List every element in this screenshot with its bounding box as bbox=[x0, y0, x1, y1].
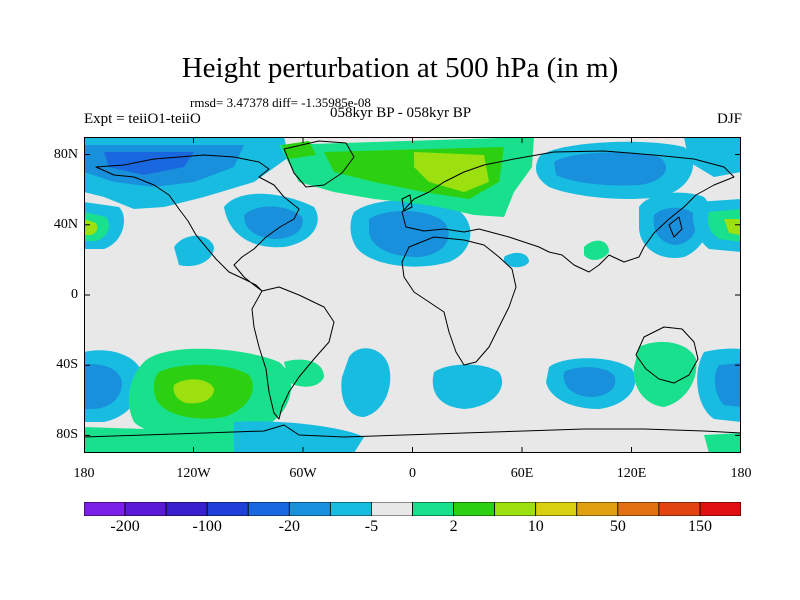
contour-blue-region bbox=[714, 363, 741, 407]
coastline-australia bbox=[635, 326, 699, 384]
colorbar-swatch bbox=[84, 502, 126, 516]
colorbar-swatch bbox=[165, 502, 208, 516]
stats-subtitle: rmsd= 3.47378 diff= -1.35985e-08 bbox=[190, 95, 371, 110]
lat-tick-label: 80S bbox=[56, 427, 78, 443]
contour-green-region bbox=[84, 219, 98, 235]
contour-green-region bbox=[724, 219, 741, 235]
colorbar-label: 10 bbox=[527, 518, 544, 535]
contour-blue-region bbox=[244, 206, 303, 239]
contour-blue-region bbox=[234, 421, 364, 453]
contour-blue-region bbox=[369, 211, 449, 257]
colorbar-swatch bbox=[494, 502, 537, 516]
contour-blue-region bbox=[341, 348, 391, 417]
colorbar-swatch bbox=[371, 502, 413, 516]
lon-tick-label: 60E bbox=[510, 466, 534, 481]
contour-blue-region bbox=[684, 137, 741, 177]
map-tick-marks bbox=[84, 137, 741, 453]
colorbar-swatch bbox=[206, 502, 249, 516]
map-panel bbox=[84, 137, 741, 453]
colorbar-swatch bbox=[124, 502, 167, 516]
lon-tick-label: 0 bbox=[409, 466, 416, 481]
contour-blue-region bbox=[174, 235, 214, 267]
contour-blue-region bbox=[563, 367, 616, 397]
lon-tick-label: 60W bbox=[289, 466, 317, 481]
coastlines bbox=[84, 140, 741, 438]
coastline-greenland bbox=[283, 140, 355, 188]
contour-blue-region bbox=[554, 152, 667, 186]
contour-blue-region bbox=[653, 207, 697, 245]
period-label: 058kyr BP - 058kyr BP bbox=[330, 105, 472, 121]
coastline-north-america bbox=[95, 154, 300, 292]
lat-tick-label: 40N bbox=[53, 216, 78, 232]
lat-tick-label: 40S bbox=[56, 357, 78, 373]
colorbar-swatch bbox=[576, 502, 619, 516]
colorbar-label: -100 bbox=[192, 518, 222, 535]
colorbar-label: 50 bbox=[609, 518, 626, 535]
contour-green-region bbox=[414, 152, 489, 192]
coastline-eurasia bbox=[401, 150, 735, 273]
lat-tick-label: 0 bbox=[71, 287, 78, 302]
colorbar-swatch bbox=[658, 502, 701, 516]
experiment-label: Expt = teiiO1-teiiO bbox=[84, 111, 201, 127]
lon-tick-label: 120E bbox=[616, 466, 647, 481]
coastline-japan bbox=[668, 216, 683, 238]
colorbar-label: -5 bbox=[364, 518, 379, 535]
coastline-antarctica bbox=[84, 424, 741, 438]
colorbar bbox=[84, 502, 741, 516]
contour-fields bbox=[84, 137, 741, 453]
contour-green-region bbox=[282, 141, 316, 159]
colorbar-swatch bbox=[617, 502, 660, 516]
colorbar-swatch bbox=[288, 502, 331, 516]
coastline-uk bbox=[401, 194, 413, 212]
colorbar-label: 2 bbox=[449, 518, 458, 535]
lat-tick-label: 80N bbox=[53, 146, 78, 162]
colorbar-swatch bbox=[412, 502, 454, 516]
colorbar-label: 150 bbox=[687, 518, 712, 535]
colorbar-swatch bbox=[453, 502, 496, 516]
coastline-africa bbox=[401, 236, 517, 366]
lon-tick-label: 180 bbox=[730, 466, 752, 481]
season-label: DJF bbox=[716, 111, 742, 127]
colorbar-label: -20 bbox=[278, 518, 300, 535]
contour-green-region bbox=[707, 209, 741, 242]
contour-green-region bbox=[173, 379, 214, 404]
colorbar-swatch bbox=[247, 502, 290, 516]
contour-green-region bbox=[284, 359, 324, 387]
plot-title: Height perturbation at 500 hPa (in m) bbox=[181, 52, 619, 84]
contour-green-region bbox=[584, 240, 609, 260]
colorbar-swatch bbox=[535, 502, 578, 516]
colorbar-label: -200 bbox=[110, 518, 140, 535]
lon-tick-label: 120W bbox=[176, 466, 211, 481]
contour-blue-region bbox=[432, 364, 503, 409]
contour-green-region bbox=[704, 433, 741, 453]
lon-tick-label: 180 bbox=[73, 466, 95, 481]
colorbar-swatch bbox=[699, 502, 741, 516]
contour-blue-region bbox=[504, 252, 529, 268]
contour-green-region bbox=[633, 341, 697, 407]
colorbar-swatch bbox=[329, 502, 372, 516]
contour-blue-region bbox=[84, 364, 122, 409]
coastline-south-america bbox=[251, 286, 335, 420]
